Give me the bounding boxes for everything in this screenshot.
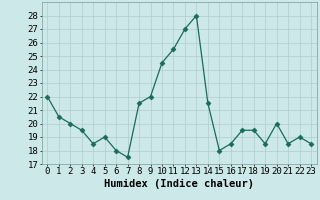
X-axis label: Humidex (Indice chaleur): Humidex (Indice chaleur) <box>104 179 254 189</box>
